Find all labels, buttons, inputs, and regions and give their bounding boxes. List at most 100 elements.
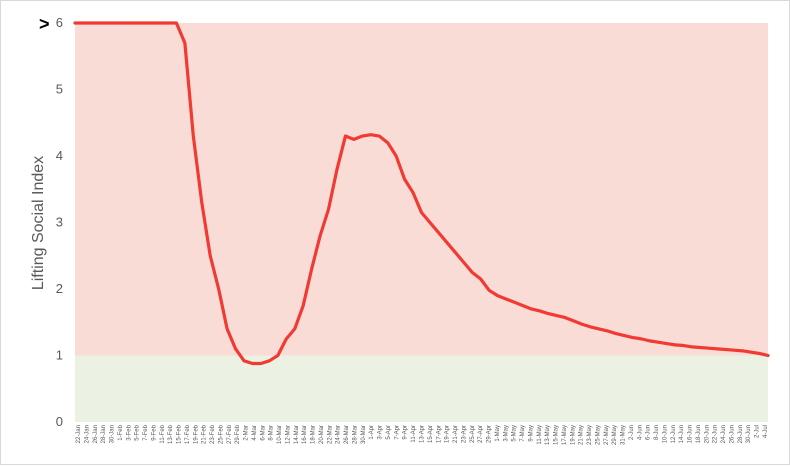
x-tick-label: 18-Mar	[311, 425, 317, 444]
y-tick-label: 6	[56, 15, 63, 30]
x-tick-label: 4-Mar	[252, 425, 258, 441]
data-point	[665, 342, 668, 345]
x-tick-label: 28-Jun	[738, 425, 744, 443]
data-point	[209, 254, 212, 257]
x-tick-label: 25-May	[595, 425, 601, 445]
data-point	[378, 135, 381, 137]
x-tick-label: 3-Apr	[378, 425, 384, 440]
x-tick-label: 15-Feb	[177, 424, 183, 444]
x-tick-label: 10-Jun	[662, 425, 668, 443]
x-tick-label: 30-Jun	[746, 425, 752, 443]
y-axis-label: Lifting Social Index	[30, 156, 47, 290]
x-tick-label: 23-Feb	[210, 424, 216, 444]
data-point	[598, 328, 600, 330]
data-point	[479, 278, 482, 280]
data-point	[302, 304, 304, 307]
data-point	[657, 341, 659, 344]
x-tick-label: 31-May	[621, 425, 627, 445]
plot-area	[73, 21, 770, 366]
x-tick-label: 6-Mar	[260, 425, 266, 441]
x-tick-label: 13-Apr	[420, 425, 426, 443]
data-point	[471, 271, 474, 274]
data-point	[344, 135, 347, 137]
data-point	[133, 22, 135, 24]
x-tick-label: 20-Mar	[319, 425, 325, 444]
data-point	[496, 294, 499, 297]
x-tick-label: 12-Jun	[671, 425, 677, 443]
data-point	[226, 328, 228, 330]
data-point	[758, 352, 761, 355]
x-tick-label: 11-Feb	[160, 424, 166, 443]
x-tick-label: 17-May	[562, 425, 568, 445]
data-point	[615, 332, 617, 335]
y-tick-label: 3	[56, 215, 63, 230]
data-point	[420, 211, 423, 214]
x-tick-label: 9-Feb	[151, 424, 157, 440]
y-tick-label: 2	[56, 281, 63, 296]
data-point	[741, 350, 744, 352]
x-tick-label: 24-Mar	[336, 425, 342, 444]
data-point	[462, 261, 465, 264]
x-tick-label: 19-May	[570, 425, 576, 445]
data-point	[158, 22, 161, 24]
data-point	[124, 22, 127, 24]
data-point	[539, 310, 541, 312]
x-tick-label: 5-Feb	[135, 424, 141, 440]
data-point	[82, 22, 85, 24]
data-point	[623, 334, 626, 337]
x-tick-label: 1-May	[495, 425, 501, 442]
x-tick-label: 3-May	[503, 425, 509, 442]
x-tick-label: 22-Mar	[327, 425, 333, 444]
x-tick-label: 9-May	[528, 425, 534, 442]
data-point	[631, 336, 634, 339]
x-tick-label: 27-Feb	[227, 424, 233, 444]
data-point	[589, 326, 592, 328]
data-point	[505, 298, 507, 300]
x-tick-label: 14-Jun	[679, 425, 685, 443]
x-tick-label: 29-Apr	[487, 425, 493, 443]
data-point	[260, 362, 262, 365]
x-tick-label: 21-May	[579, 425, 585, 445]
x-tick-label: 16-Mar	[302, 425, 308, 444]
data-point	[488, 289, 490, 292]
x-tick-label: 2-Mar	[244, 425, 250, 441]
data-point	[293, 328, 296, 330]
x-tick-label: 7-May	[520, 425, 526, 442]
x-tick-label: 10-Mar	[277, 425, 283, 444]
x-tick-label: 6-Jun	[646, 425, 652, 440]
x-tick-label: 27-May	[604, 425, 610, 445]
x-tick-label: 3-Feb	[126, 424, 132, 440]
data-point	[716, 348, 719, 350]
data-point	[446, 241, 448, 244]
x-tick-label: 19-Apr	[445, 425, 451, 443]
x-tick-label: 14-Mar	[294, 425, 300, 444]
x-tick-label: 7-Feb	[143, 424, 149, 440]
band-1	[75, 23, 768, 356]
x-tick-label: 28-Jan	[101, 425, 107, 443]
data-point	[522, 304, 524, 307]
x-tick-label: 13-Feb	[168, 424, 174, 444]
data-point	[691, 346, 693, 348]
data-point	[513, 301, 516, 304]
data-point	[268, 360, 271, 362]
data-point	[555, 314, 558, 317]
x-tick-label: 24-Jun	[721, 425, 727, 443]
data-point	[369, 133, 372, 136]
data-point	[640, 338, 643, 340]
x-tick-label: 16-Jun	[688, 425, 694, 443]
x-tick-label: 27-Apr	[478, 425, 484, 443]
data-point	[327, 208, 330, 210]
x-tick-label: 22-Jan	[76, 425, 82, 443]
x-tick-label: 1-Feb	[118, 424, 124, 440]
data-point	[750, 351, 752, 353]
x-tick-label: 15-Apr	[428, 425, 434, 443]
data-point	[184, 42, 186, 44]
data-point	[192, 135, 195, 137]
data-point	[581, 323, 583, 326]
data-point	[648, 340, 651, 342]
data-point	[708, 347, 710, 349]
data-point	[547, 312, 550, 315]
data-point	[395, 155, 397, 157]
data-point	[403, 178, 406, 181]
